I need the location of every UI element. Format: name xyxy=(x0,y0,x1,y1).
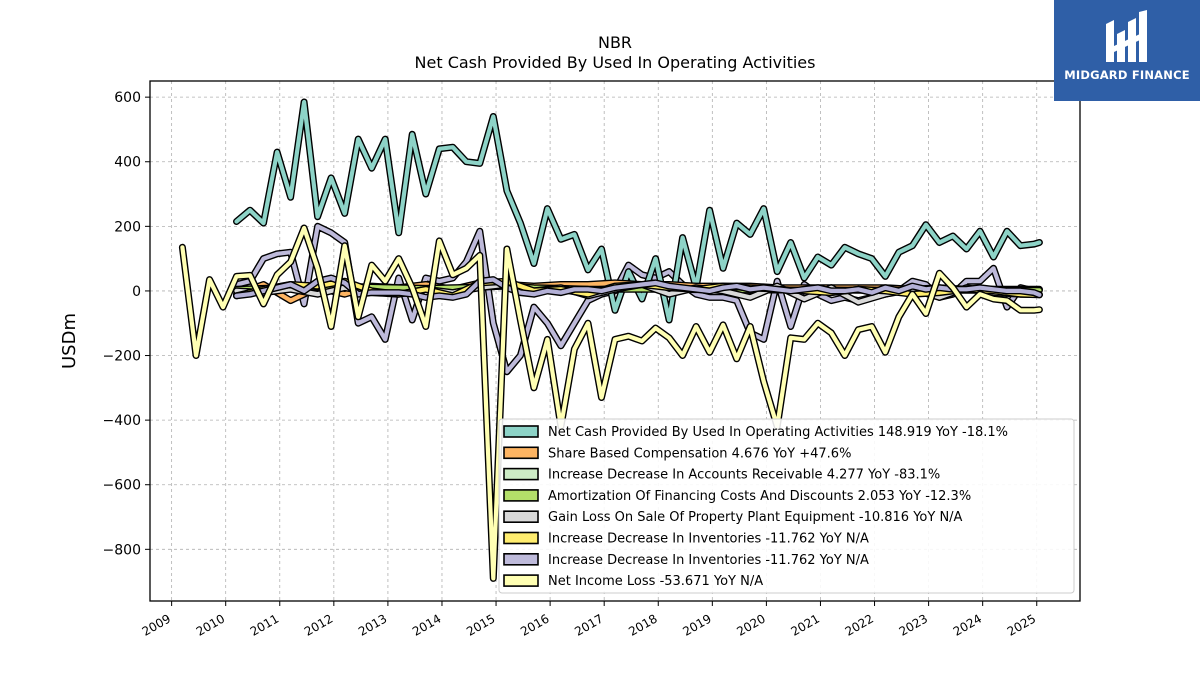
x-tick-label: 2021 xyxy=(789,611,822,638)
legend-entry: Amortization Of Financing Costs And Disc… xyxy=(548,489,971,504)
x-tick-label: 2013 xyxy=(356,611,389,638)
series-line-0 xyxy=(180,225,1042,581)
series-line-2 xyxy=(234,224,1042,374)
x-tick-label: 2012 xyxy=(302,611,335,638)
midgard-finance-logo-icon xyxy=(1106,10,1147,62)
legend-swatch xyxy=(503,425,539,438)
y-tick-label: 600 xyxy=(114,90,141,106)
chart-subtitle: Net Cash Provided By Used In Operating A… xyxy=(415,53,816,72)
y-tick-label: −200 xyxy=(103,349,141,365)
x-tick-label: 2014 xyxy=(410,611,443,638)
x-axis-ticks: 2009 2010 2011 2012 2013 2014 2015 2016 2017 2018… xyxy=(140,601,1038,639)
legend-swatch xyxy=(503,467,539,481)
legend-entry: Increase Decrease In Accounts Receivable… xyxy=(548,468,940,483)
legend-entry: Gain Loss On Sale Of Property Plant Equi… xyxy=(548,510,963,525)
x-tick-label: 2023 xyxy=(897,611,930,638)
x-tick-label: 2015 xyxy=(464,611,497,638)
x-tick-label: 2016 xyxy=(518,611,551,638)
y-tick-label: −600 xyxy=(103,478,141,494)
y-tick-label: −400 xyxy=(103,413,141,429)
y-tick-label: 400 xyxy=(114,155,141,171)
series-line-7 xyxy=(234,275,1042,300)
x-tick-label: 2010 xyxy=(194,611,227,638)
series-lines xyxy=(178,98,1043,582)
chart-title: NBR xyxy=(598,33,632,52)
legend-swatch xyxy=(503,531,539,545)
y-tick-label: −800 xyxy=(103,542,141,558)
legend-swatch xyxy=(503,489,539,502)
x-tick-label: 2009 xyxy=(140,611,173,638)
plot-frame xyxy=(149,80,1081,602)
x-tick-label: 2019 xyxy=(680,611,713,638)
x-tick-label: 2025 xyxy=(1005,611,1038,638)
legend-swatch xyxy=(503,446,539,460)
legend-entry: Increase Decrease In Inventories -11.762… xyxy=(548,532,869,547)
legend: Net Cash Provided By Used In Operating A… xyxy=(498,418,1075,594)
x-tick-label: 2018 xyxy=(626,611,659,638)
x-tick-label: 2024 xyxy=(951,611,984,638)
legend-entry: Net Cash Provided By Used In Operating A… xyxy=(548,425,1008,440)
legend-swatch xyxy=(503,510,539,524)
x-tick-label: 2020 xyxy=(734,611,767,638)
legend-entry: Net Income Loss -53.671 YoY N/A xyxy=(548,574,763,589)
legend-swatch xyxy=(503,552,539,566)
series-line-1 xyxy=(234,99,1042,323)
y-axis-ticks: 600 400 200 0 −200 −400 −600 −800 xyxy=(103,90,150,558)
legend-box xyxy=(498,418,1075,594)
legend-entry: Share Based Compensation 4.676 YoY +47.6… xyxy=(548,446,851,461)
legend-swatch xyxy=(503,574,539,587)
x-tick-label: 2017 xyxy=(572,611,605,638)
y-tick-label: 0 xyxy=(132,284,141,300)
logo-text: MIDGARD FINANCE xyxy=(1064,68,1190,82)
x-tick-label: 2011 xyxy=(248,611,281,638)
midgard-finance-logo: MIDGARD FINANCE xyxy=(1054,0,1200,101)
legend-entry: Increase Decrease In Inventories -11.762… xyxy=(548,553,869,568)
y-tick-label: 200 xyxy=(114,219,141,235)
y-axis-label: USDm xyxy=(59,313,80,369)
x-tick-label: 2022 xyxy=(843,611,876,638)
